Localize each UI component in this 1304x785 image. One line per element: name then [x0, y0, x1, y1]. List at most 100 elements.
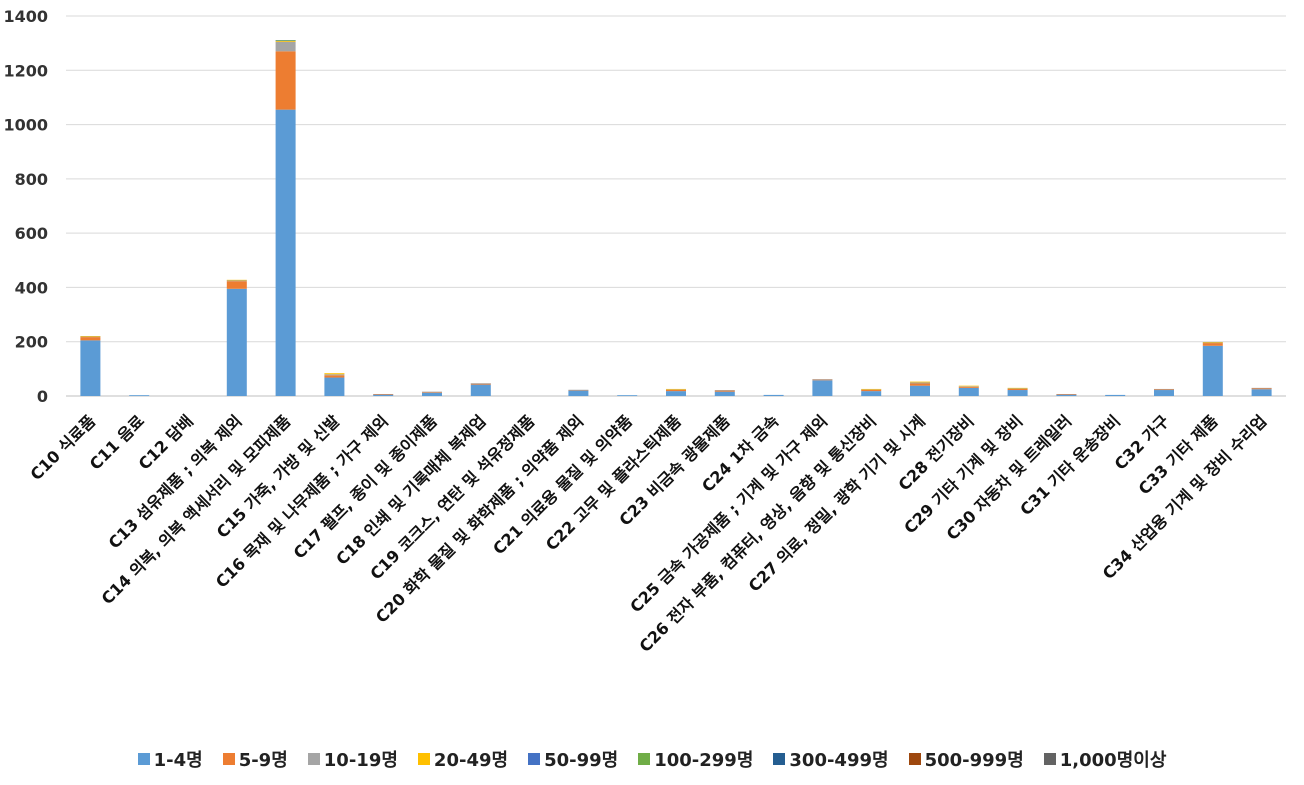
y-tick-label: 1000 [3, 116, 48, 135]
bar-segment [226, 288, 247, 396]
bar-segment [958, 386, 979, 388]
bar-segment [910, 381, 930, 383]
bar-segment [129, 395, 150, 396]
bar-segment [812, 379, 833, 381]
bar-segment [275, 40, 296, 42]
legend-item: 50-99명 [528, 746, 618, 772]
bar-segment [1056, 394, 1077, 395]
bar-segment [1007, 387, 1028, 389]
bar-segment [226, 281, 247, 289]
y-tick-label: 1400 [3, 7, 48, 26]
bar-segment [666, 391, 686, 396]
bar-segment [812, 379, 833, 380]
bar-segment [958, 385, 979, 387]
y-axis-ticks: 0 200 400 600 800 1000 1200 1400 [3, 7, 48, 406]
legend-item: 5-9명 [222, 746, 288, 772]
legend-label: 1,000명이상 [1059, 750, 1167, 771]
bar-segment [275, 40, 296, 41]
bar-segment [1202, 343, 1223, 346]
bar-segment [275, 41, 296, 52]
y-tick-label: 800 [15, 170, 48, 189]
bar-segment [568, 390, 589, 396]
legend-item: 1-4명 [137, 746, 203, 772]
bar-segment [324, 374, 345, 376]
bar-segment [910, 385, 930, 396]
x-tick-label: C10 식료품 [27, 411, 100, 484]
bar-segment [1154, 388, 1174, 390]
legend-item: 1,000명이상 [1043, 746, 1167, 772]
bar-segment [470, 383, 491, 385]
bar-segment [1202, 342, 1223, 344]
bar-segment [422, 391, 442, 393]
legend-label: 50-99명 [544, 750, 619, 771]
gridlines [66, 15, 1286, 397]
legend-item: 10-19명 [307, 746, 398, 772]
bar-segment [1202, 341, 1223, 343]
bar-segment [1007, 390, 1028, 396]
bar-segment [666, 388, 686, 390]
legend-label: 20-49명 [433, 750, 509, 771]
bar-segment [568, 389, 589, 391]
bar-segment [861, 391, 882, 396]
legend-swatch [417, 753, 430, 765]
bar-segment [80, 337, 101, 341]
legend-item: 300-499명 [773, 746, 889, 772]
legend-label: 500-999명 [924, 750, 1024, 771]
legend-item: 20-49명 [417, 746, 509, 772]
bar-segment [714, 391, 735, 396]
bar-segment [324, 377, 345, 396]
legend-swatch [528, 753, 541, 765]
y-tick-label: 0 [37, 387, 48, 406]
bar-segment [226, 279, 247, 281]
bar-segment [1007, 388, 1028, 391]
bar-segment [910, 382, 930, 384]
bar-segment [1251, 387, 1272, 389]
legend-label: 5-9명 [238, 750, 288, 771]
y-tick-label: 600 [15, 224, 48, 243]
legend-swatch [908, 753, 921, 765]
legend-label: 1-4명 [153, 750, 203, 771]
bar-segment [1154, 389, 1174, 391]
legend-label: 300-499명 [789, 750, 889, 771]
bars [80, 40, 1272, 397]
bar-segment [373, 394, 394, 395]
bar-segment [226, 280, 247, 282]
legend-swatch [307, 753, 320, 765]
bar-segment [275, 51, 296, 110]
legend: 1-4명 5-9명 10-19명 20-49명 50-99명 100-299명 300-49… [0, 744, 1304, 774]
y-tick-label: 400 [15, 278, 48, 297]
bar-segment [958, 387, 979, 396]
bar-segment [324, 373, 345, 375]
bar-segment [470, 384, 491, 396]
bar-segment [324, 375, 345, 378]
legend-item: 500-999명 [908, 746, 1024, 772]
bar-segment [1202, 345, 1223, 396]
legend-swatch [222, 753, 235, 765]
bar-segment [1251, 389, 1272, 396]
bar-segment [80, 340, 101, 396]
bar-segment [1007, 388, 1028, 389]
legend-item: 100-299명 [638, 746, 753, 772]
legend-swatch [1043, 753, 1056, 765]
bar-segment [80, 336, 101, 338]
bar-segment [861, 388, 882, 390]
bar-segment [422, 392, 442, 396]
bar-segment [373, 394, 394, 396]
bar-segment [275, 109, 296, 397]
y-tick-label: 1200 [3, 61, 48, 80]
legend-swatch [773, 753, 786, 765]
bar-segment [470, 383, 491, 384]
bar-segment [422, 391, 442, 393]
bar-segment [1154, 390, 1174, 396]
bar-segment [714, 390, 735, 392]
legend-label: 10-19명 [323, 750, 398, 771]
legend-swatch [137, 753, 150, 765]
bar-segment [763, 394, 784, 396]
bar-segment [1105, 394, 1126, 396]
legend-label: 100-299명 [654, 750, 754, 771]
bar-segment [910, 383, 930, 386]
bar-segment [812, 380, 833, 396]
y-tick-label: 200 [15, 333, 48, 352]
